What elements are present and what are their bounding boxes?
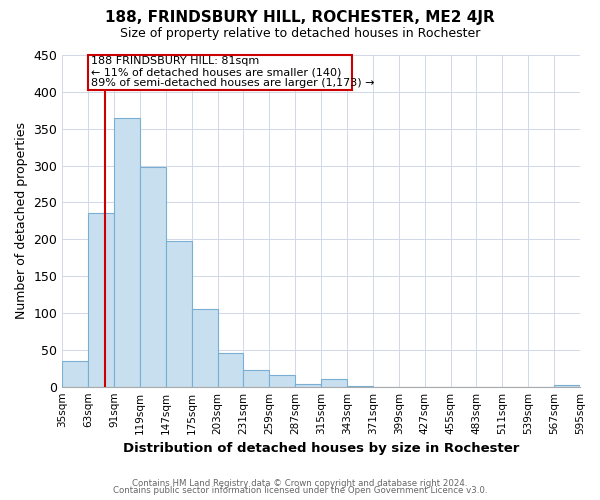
X-axis label: Distribution of detached houses by size in Rochester: Distribution of detached houses by size …: [123, 442, 520, 455]
Y-axis label: Number of detached properties: Number of detached properties: [15, 122, 28, 320]
Bar: [166, 240, 192, 386]
Bar: [321, 380, 347, 386]
Text: 89% of semi-detached houses are larger (1,173) →: 89% of semi-detached houses are larger (…: [91, 78, 374, 88]
Bar: [295, 384, 321, 386]
Text: ← 11% of detached houses are smaller (140): ← 11% of detached houses are smaller (14…: [91, 68, 341, 78]
Bar: [244, 370, 269, 386]
Text: 188 FRINDSBURY HILL: 81sqm: 188 FRINDSBURY HILL: 81sqm: [91, 56, 259, 66]
Bar: [62, 361, 88, 386]
Bar: [88, 214, 114, 386]
Text: Contains HM Land Registry data © Crown copyright and database right 2024.: Contains HM Land Registry data © Crown c…: [132, 478, 468, 488]
Bar: [269, 375, 295, 386]
Bar: [114, 118, 140, 386]
Bar: [192, 308, 218, 386]
Bar: [554, 385, 580, 386]
Text: Size of property relative to detached houses in Rochester: Size of property relative to detached ho…: [120, 28, 480, 40]
Text: 188, FRINDSBURY HILL, ROCHESTER, ME2 4JR: 188, FRINDSBURY HILL, ROCHESTER, ME2 4JR: [105, 10, 495, 25]
Bar: [218, 353, 244, 386]
FancyBboxPatch shape: [88, 55, 352, 90]
Bar: [140, 167, 166, 386]
Text: Contains public sector information licensed under the Open Government Licence v3: Contains public sector information licen…: [113, 486, 487, 495]
